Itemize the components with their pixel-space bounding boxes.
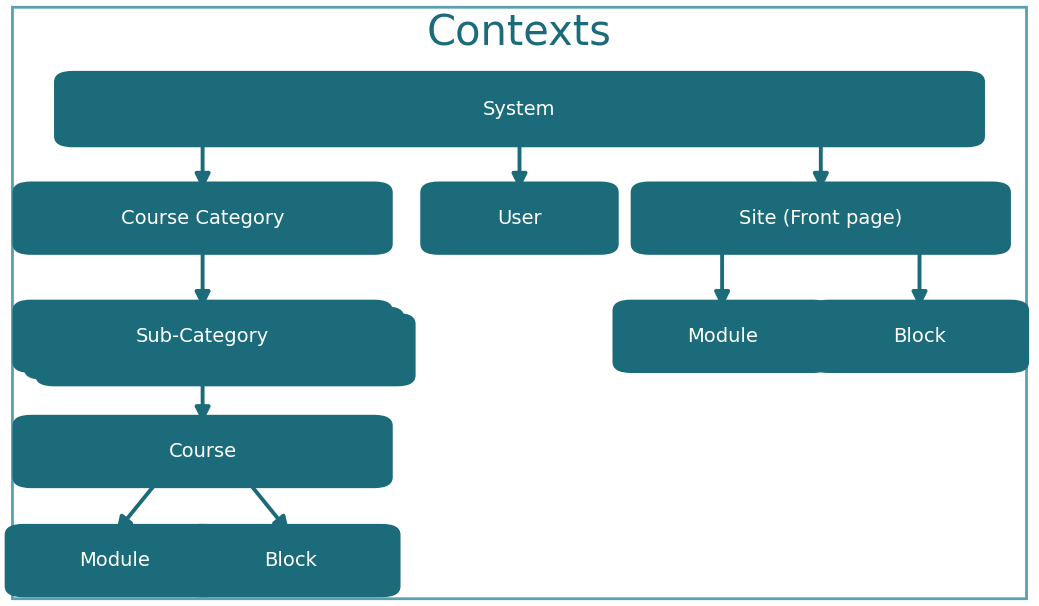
Text: Contexts: Contexts (427, 12, 612, 55)
FancyBboxPatch shape (810, 299, 1029, 373)
Text: Block: Block (894, 327, 945, 346)
Text: Sub-Category: Sub-Category (136, 327, 269, 346)
FancyBboxPatch shape (12, 299, 393, 373)
FancyBboxPatch shape (5, 524, 224, 598)
Text: Site (Front page): Site (Front page) (739, 208, 903, 228)
FancyBboxPatch shape (32, 311, 419, 388)
FancyBboxPatch shape (21, 304, 407, 382)
FancyBboxPatch shape (631, 182, 1011, 255)
FancyBboxPatch shape (24, 307, 404, 379)
FancyBboxPatch shape (612, 299, 831, 373)
Text: User: User (498, 208, 541, 228)
Text: Block: Block (265, 551, 317, 570)
FancyBboxPatch shape (182, 524, 401, 598)
FancyBboxPatch shape (12, 7, 1027, 599)
Text: Module: Module (79, 551, 150, 570)
Text: Module: Module (687, 327, 757, 346)
FancyBboxPatch shape (54, 71, 985, 147)
Text: System: System (483, 99, 556, 119)
Text: Course Category: Course Category (121, 208, 285, 228)
Text: Course: Course (168, 442, 237, 461)
FancyBboxPatch shape (12, 415, 393, 488)
FancyBboxPatch shape (35, 313, 416, 387)
FancyBboxPatch shape (12, 182, 393, 255)
FancyBboxPatch shape (420, 182, 618, 255)
